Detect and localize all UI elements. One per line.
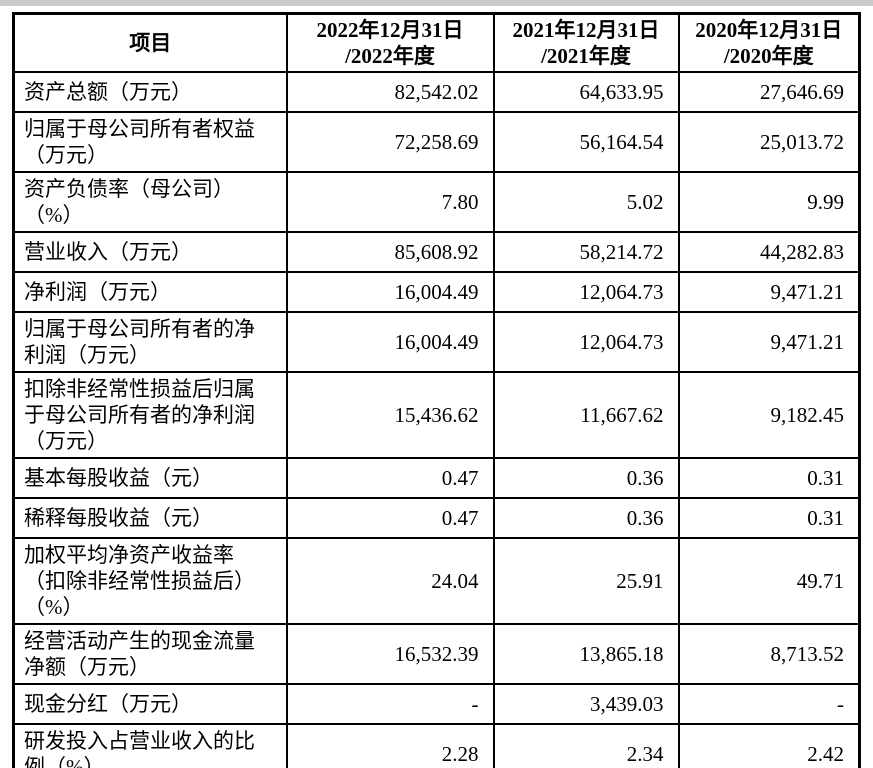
financial-summary-table: 项目 2022年12月31日 /2022年度 2021年12月31日 /2021… <box>12 12 861 768</box>
row-label: 归属于母公司所有者的净 利润（万元） <box>12 311 288 373</box>
header-cell-period-2021: 2021年12月31日 /2021年度 <box>492 12 680 73</box>
row-label: 研发投入占营业收入的比 例（%） <box>12 723 288 768</box>
value-2021: 12,064.73 <box>492 271 680 313</box>
value-2022: 7.80 <box>285 171 495 233</box>
table-row-rd-ratio: 研发投入占营业收入的比 例（%） 2.28 2.34 2.42 <box>12 723 861 768</box>
row-label: 基本每股收益（元） <box>12 457 288 499</box>
value-2021: 2.34 <box>492 723 680 768</box>
row-label: 归属于母公司所有者权益 （万元） <box>12 111 288 173</box>
value-2022: 15,436.62 <box>285 371 495 459</box>
value-2021: 11,667.62 <box>492 371 680 459</box>
table-row-diluted-eps: 稀释每股收益（元） 0.47 0.36 0.31 <box>12 497 861 539</box>
value-2020: 8,713.52 <box>677 623 861 685</box>
value-2022: 24.04 <box>285 537 495 625</box>
row-label: 营业收入（万元） <box>12 231 288 273</box>
value-2021: 64,633.95 <box>492 71 680 113</box>
value-2020: 44,282.83 <box>677 231 861 273</box>
table-row-parent-net-profit: 归属于母公司所有者的净 利润（万元） 16,004.49 12,064.73 9… <box>12 311 861 373</box>
value-2020: 0.31 <box>677 497 861 539</box>
value-2022: 72,258.69 <box>285 111 495 173</box>
top-edge-strip <box>0 0 873 6</box>
value-2020: 25,013.72 <box>677 111 861 173</box>
value-2022: 16,004.49 <box>285 311 495 373</box>
table-row-operating-revenue: 营业收入（万元） 85,608.92 58,214.72 44,282.83 <box>12 231 861 273</box>
row-label: 资产总额（万元） <box>12 71 288 113</box>
row-label: 加权平均净资产收益率 （扣除非经常性损益后） （%） <box>12 537 288 625</box>
header-cell-period-2020: 2020年12月31日 /2020年度 <box>677 12 861 73</box>
header-row: 项目 2022年12月31日 /2022年度 2021年12月31日 /2021… <box>12 12 861 73</box>
value-2021: 5.02 <box>492 171 680 233</box>
row-label: 资产负债率（母公司） （%） <box>12 171 288 233</box>
header-cell-period-2022: 2022年12月31日 /2022年度 <box>285 12 495 73</box>
header-cell-item: 项目 <box>12 12 288 73</box>
value-2022: 16,532.39 <box>285 623 495 685</box>
value-2020: 9.99 <box>677 171 861 233</box>
row-label: 净利润（万元） <box>12 271 288 313</box>
value-2022: 0.47 <box>285 457 495 499</box>
row-label: 现金分红（万元） <box>12 683 288 725</box>
table-row-deducted-net-profit: 扣除非经常性损益后归属 于母公司所有者的净利润 （万元） 15,436.62 1… <box>12 371 861 459</box>
table-row-total-assets: 资产总额（万元） 82,542.02 64,633.95 27,646.69 <box>12 71 861 113</box>
value-2020: 49.71 <box>677 537 861 625</box>
value-2022: 16,004.49 <box>285 271 495 313</box>
value-2020: 9,182.45 <box>677 371 861 459</box>
table-row-operating-cash-flow: 经营活动产生的现金流量 净额（万元） 16,532.39 13,865.18 8… <box>12 623 861 685</box>
value-2022: 0.47 <box>285 497 495 539</box>
value-2021: 3,439.03 <box>492 683 680 725</box>
table-row-weighted-roe: 加权平均净资产收益率 （扣除非经常性损益后） （%） 24.04 25.91 4… <box>12 537 861 625</box>
value-2021: 12,064.73 <box>492 311 680 373</box>
value-2022: - <box>285 683 495 725</box>
row-label: 扣除非经常性损益后归属 于母公司所有者的净利润 （万元） <box>12 371 288 459</box>
value-2020: - <box>677 683 861 725</box>
value-2022: 2.28 <box>285 723 495 768</box>
value-2021: 0.36 <box>492 497 680 539</box>
value-2022: 85,608.92 <box>285 231 495 273</box>
row-label: 稀释每股收益（元） <box>12 497 288 539</box>
table-row-parent-equity: 归属于母公司所有者权益 （万元） 72,258.69 56,164.54 25,… <box>12 111 861 173</box>
value-2021: 56,164.54 <box>492 111 680 173</box>
table-row-cash-dividend: 现金分红（万元） - 3,439.03 - <box>12 683 861 725</box>
value-2020: 2.42 <box>677 723 861 768</box>
value-2021: 13,865.18 <box>492 623 680 685</box>
value-2020: 0.31 <box>677 457 861 499</box>
value-2020: 9,471.21 <box>677 271 861 313</box>
value-2020: 27,646.69 <box>677 71 861 113</box>
value-2022: 82,542.02 <box>285 71 495 113</box>
row-label: 经营活动产生的现金流量 净额（万元） <box>12 623 288 685</box>
value-2021: 58,214.72 <box>492 231 680 273</box>
value-2020: 9,471.21 <box>677 311 861 373</box>
table-row-net-profit: 净利润（万元） 16,004.49 12,064.73 9,471.21 <box>12 271 861 313</box>
value-2021: 25.91 <box>492 537 680 625</box>
table-row-basic-eps: 基本每股收益（元） 0.47 0.36 0.31 <box>12 457 861 499</box>
table-row-debt-ratio: 资产负债率（母公司） （%） 7.80 5.02 9.99 <box>12 171 861 233</box>
value-2021: 0.36 <box>492 457 680 499</box>
